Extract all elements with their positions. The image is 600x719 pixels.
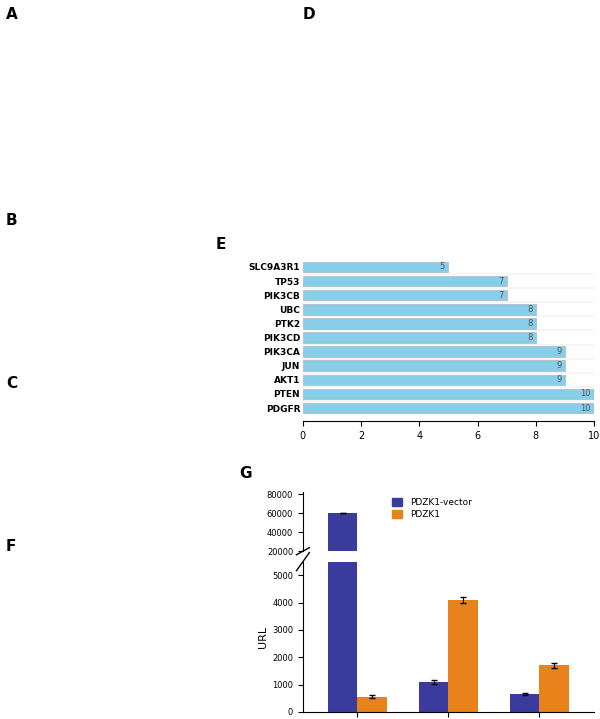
Bar: [448, 567, 478, 570]
Bar: [303, 332, 536, 343]
Bar: [539, 665, 569, 712]
Text: 7: 7: [498, 277, 503, 285]
Bar: [511, 694, 539, 712]
Bar: [303, 276, 506, 286]
Bar: [358, 697, 386, 712]
Legend: PDZK1-vector, PDZK1: PDZK1-vector, PDZK1: [389, 495, 474, 522]
Bar: [303, 347, 565, 357]
Bar: [303, 403, 594, 413]
Bar: [303, 290, 506, 301]
Text: C: C: [6, 376, 17, 391]
Bar: [328, 0, 358, 712]
Bar: [328, 513, 358, 570]
Text: G: G: [239, 466, 251, 481]
Text: 8: 8: [527, 333, 532, 342]
Text: 10: 10: [580, 403, 590, 413]
Bar: [303, 360, 565, 371]
Bar: [539, 569, 569, 570]
Text: 8: 8: [527, 319, 532, 328]
Bar: [303, 304, 536, 315]
Y-axis label: URL: URL: [258, 626, 268, 648]
Bar: [419, 682, 448, 712]
Text: 8: 8: [527, 305, 532, 313]
Bar: [448, 600, 478, 712]
Text: 10: 10: [580, 390, 590, 398]
Bar: [303, 318, 536, 329]
Text: 7: 7: [498, 290, 503, 300]
Text: A: A: [6, 7, 18, 22]
Text: B: B: [6, 214, 17, 229]
Text: F: F: [6, 539, 16, 554]
Text: 9: 9: [556, 375, 562, 385]
Bar: [303, 389, 594, 399]
Text: 5: 5: [440, 262, 445, 272]
Bar: [303, 262, 448, 273]
Text: D: D: [303, 7, 316, 22]
Text: E: E: [215, 237, 226, 252]
Bar: [419, 569, 448, 570]
Bar: [303, 375, 565, 385]
Text: 9: 9: [556, 347, 562, 356]
Text: 9: 9: [556, 361, 562, 370]
